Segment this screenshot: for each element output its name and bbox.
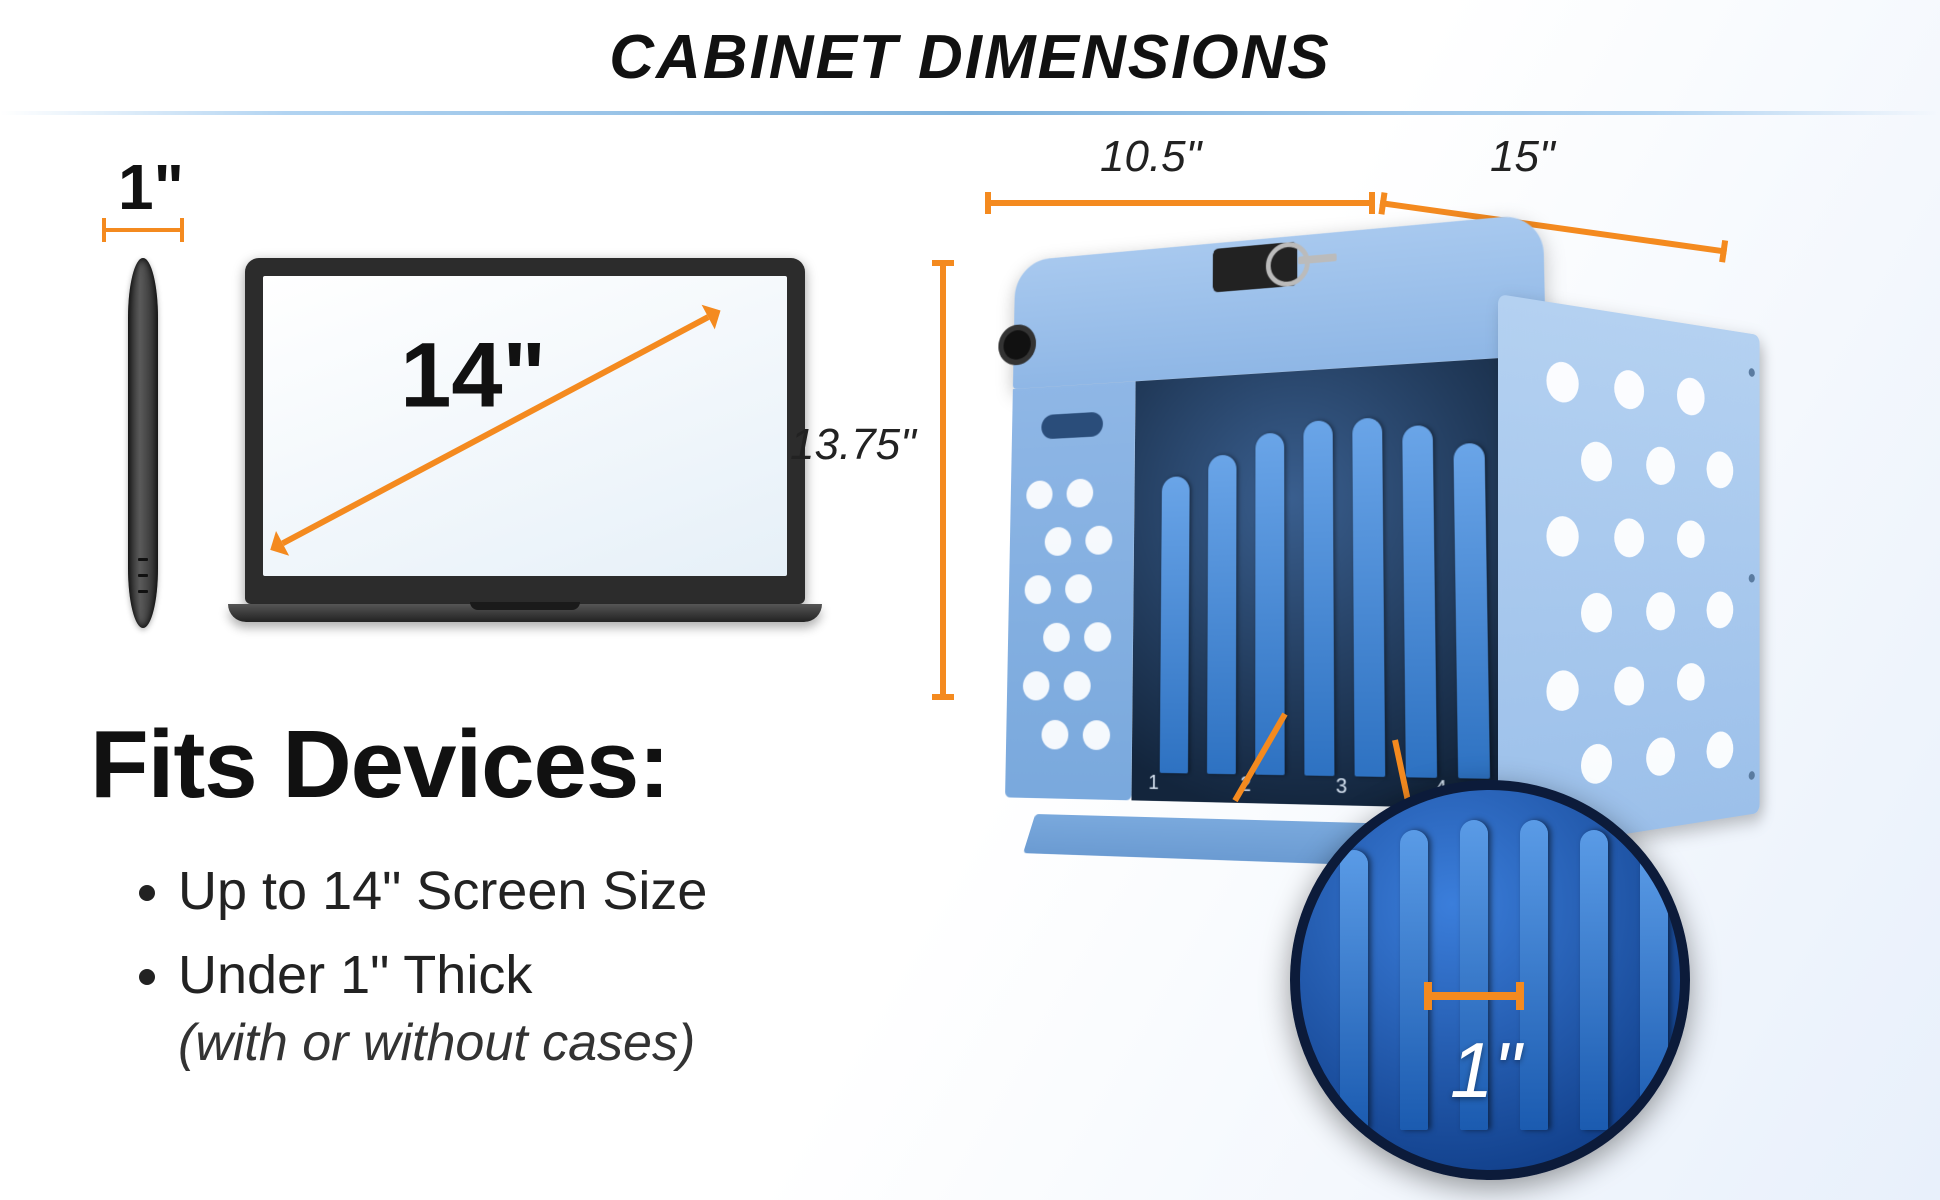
laptop-front-view-icon: 14" bbox=[245, 258, 805, 622]
right-column: 10.5" 15" 13.75" bbox=[870, 140, 1870, 1140]
fits-bullet: Up to 14" Screen Size bbox=[178, 850, 707, 934]
depth-label: 15" bbox=[1490, 132, 1555, 182]
fits-heading: Fits Devices: bbox=[90, 710, 707, 820]
thickness-label: 1" bbox=[118, 150, 184, 224]
height-label: 13.75" bbox=[790, 420, 916, 470]
width-label: 10.5" bbox=[1100, 132, 1201, 182]
slot-gap-inset-icon: 1" bbox=[1290, 780, 1690, 1180]
cabinet-door-icon bbox=[1498, 294, 1760, 854]
cabinet-icon: 1 2 3 4 bbox=[1004, 213, 1557, 865]
fits-subline: (with or without cases) bbox=[178, 1013, 707, 1073]
thickness-dimension-bar bbox=[102, 228, 184, 232]
grommet-icon bbox=[998, 323, 1036, 366]
fits-devices-block: Fits Devices: Up to 14" Screen Size Unde… bbox=[90, 710, 707, 1073]
handle-slot-icon bbox=[1041, 412, 1103, 440]
page-title: CABINET DIMENSIONS bbox=[0, 0, 1940, 93]
fits-bullet: Under 1" Thick bbox=[178, 934, 707, 1018]
slot-gap-label: 1" bbox=[1450, 1025, 1521, 1116]
diagonal-label: 14" bbox=[400, 323, 546, 428]
width-dimension-bar bbox=[985, 200, 1375, 206]
height-dimension-bar bbox=[940, 260, 946, 700]
slot-gap-dimension-bar bbox=[1424, 992, 1524, 1000]
title-underline bbox=[0, 111, 1940, 115]
key-icon bbox=[1276, 241, 1343, 276]
diagonal-dimension-arrow: 14" bbox=[281, 314, 709, 546]
laptop-side-view-icon bbox=[128, 258, 158, 628]
